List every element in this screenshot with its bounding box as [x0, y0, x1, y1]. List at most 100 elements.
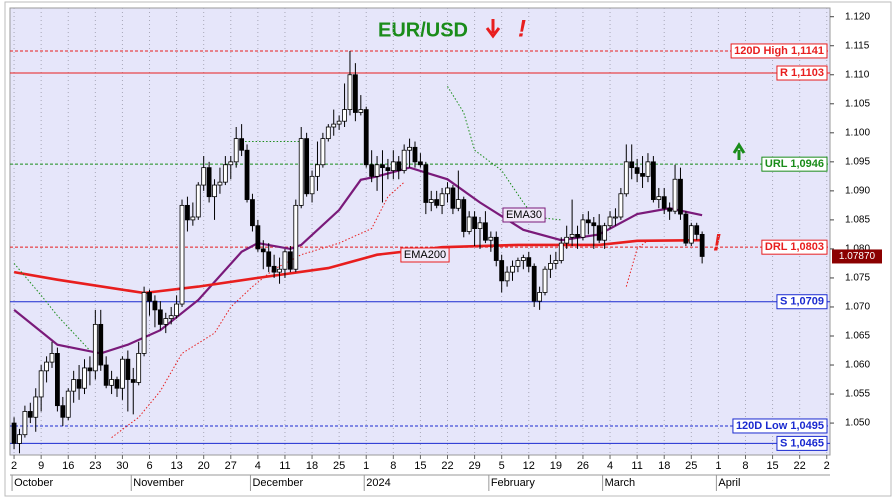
candle-body [179, 204, 185, 305]
x-tick-label: 8 [742, 460, 748, 472]
candle-body [347, 74, 353, 110]
candle-body [618, 193, 624, 218]
candle-body [60, 405, 66, 418]
candle-body [477, 222, 483, 229]
level-label-box [776, 294, 828, 310]
candle-body [201, 167, 207, 186]
candle-body [423, 164, 429, 203]
candle-body [44, 361, 49, 372]
y-tick-label: 1.090 [845, 186, 870, 197]
candle-body [282, 251, 288, 270]
candle-body [27, 411, 33, 418]
candle-body [515, 260, 521, 267]
candle-body [585, 219, 591, 224]
level-label: R 1,1103 [780, 67, 824, 79]
candle-body [407, 146, 412, 151]
x-tick-label: 2 [824, 460, 830, 472]
candle-body [558, 242, 564, 261]
x-tick-label: 25 [333, 460, 345, 472]
candle-body [699, 234, 705, 257]
candle-body [315, 164, 320, 177]
candle-body [260, 248, 266, 253]
candle-body [634, 167, 640, 174]
candle-body [136, 353, 142, 383]
candle-body [190, 216, 196, 221]
x-tick-label: 8 [390, 460, 396, 472]
candle-body [65, 390, 71, 418]
x-tick-label: 16 [62, 460, 74, 472]
level-label-box [730, 43, 828, 59]
x-tick-label: 6 [146, 460, 152, 472]
line-label: EMA200 [404, 249, 446, 261]
x-tick-label: 20 [198, 460, 210, 472]
candle-body [385, 167, 391, 171]
candle-body [526, 257, 532, 267]
x-tick-label: 5 [499, 460, 505, 472]
indicator-line [13, 86, 562, 351]
candle-body [152, 300, 158, 311]
candle-body [575, 234, 580, 238]
x-tick-label: 12 [523, 460, 535, 472]
candle-body [11, 422, 17, 444]
candle-body [233, 138, 239, 163]
candle-body [445, 187, 450, 195]
y-tick-label: 1.115 [845, 40, 870, 51]
candle-body [239, 138, 245, 151]
candle-body [418, 161, 423, 166]
candle-body [504, 271, 510, 282]
x-tick-label: 1 [715, 460, 721, 472]
candle-body [336, 120, 342, 125]
candle-body [542, 268, 548, 293]
candle-body [650, 161, 656, 200]
candle-body [293, 204, 299, 270]
candle-body [22, 411, 28, 436]
candle-body [553, 260, 559, 264]
candle-body [87, 367, 93, 372]
candle-body [92, 323, 98, 372]
candle-body [174, 303, 180, 317]
candle-body [520, 257, 526, 261]
level-label-box [732, 418, 828, 434]
candle-body [439, 193, 445, 206]
y-tick-label: 1.120 [845, 11, 870, 22]
candle-body [130, 379, 136, 383]
x-tick-label: 30 [116, 460, 128, 472]
candle-body [195, 184, 201, 218]
candle-body [250, 199, 255, 227]
x-tick-label: 18 [658, 460, 670, 472]
month-label: March [605, 477, 636, 489]
y-tick-label: 1.080 [845, 244, 870, 255]
level-label: 120D High 1,1141 [734, 45, 824, 57]
candle-body [147, 292, 152, 302]
candle-body [120, 358, 125, 389]
line-label-box [400, 247, 450, 263]
indicator-line [111, 181, 649, 439]
candle-body [688, 225, 694, 244]
x-tick-label: 11 [279, 460, 290, 472]
x-tick-label: 2 [11, 460, 17, 472]
candle-body [33, 396, 39, 418]
y-tick-label: 1.095 [845, 156, 870, 167]
candle-body [683, 213, 689, 244]
candle-body [287, 251, 293, 270]
candle-body [493, 236, 499, 261]
x-tick-label: 15 [414, 460, 426, 472]
level-label: DRL 1,0803 [765, 241, 824, 253]
frame [4, 1, 892, 497]
y-tick-label: 1.105 [845, 98, 870, 109]
month-label: 2024 [366, 477, 390, 489]
candle-body [76, 379, 82, 389]
y-tick-label: 1.050 [845, 418, 870, 429]
candle-body [667, 207, 673, 212]
candle-body [369, 164, 375, 177]
alert-mark: ! [713, 229, 721, 256]
candle-body [607, 216, 613, 227]
candle-body [396, 161, 402, 171]
x-tick-label: 29 [468, 460, 480, 472]
month-label: October [14, 477, 53, 489]
candle-body [510, 265, 515, 273]
x-tick-label: 25 [685, 460, 697, 472]
candle-body [103, 364, 109, 386]
candle-body [342, 109, 347, 122]
